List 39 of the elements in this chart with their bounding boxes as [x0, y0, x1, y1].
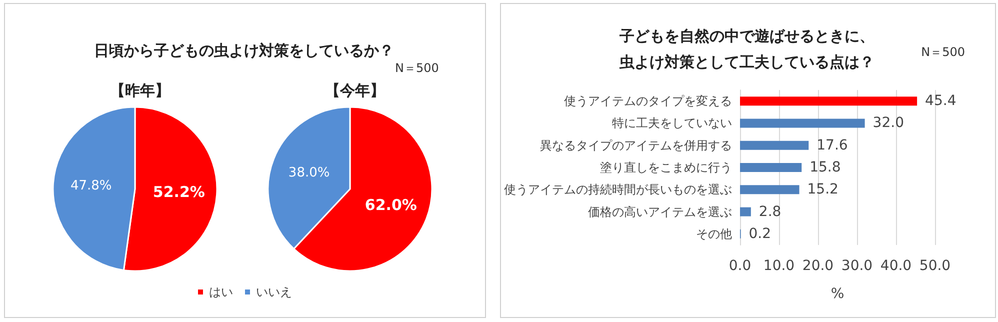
bar — [740, 118, 865, 128]
x-tick-label: 20.0 — [802, 258, 834, 274]
x-tick-label: 0.0 — [728, 258, 752, 274]
data-label: 45.4 — [925, 93, 956, 110]
legend-label: はい — [209, 285, 233, 299]
x-tick-label: 50.0 — [919, 258, 951, 274]
data-label: 38.0% — [288, 165, 330, 180]
data-label: 17.6 — [816, 137, 848, 154]
text: N＝500 — [921, 45, 966, 59]
x-tick-label: 10.0 — [763, 258, 795, 274]
data-label: 15.2 — [807, 182, 838, 198]
y-tick-label: 価格の高いアイテムを選ぶ — [588, 204, 732, 219]
data-label: 15.8 — [810, 160, 841, 176]
chart-title: 日頃から子どもの虫よけ対策をしているか？ — [94, 42, 394, 60]
y-tick-label: その他 — [696, 226, 732, 241]
data-label: 0.2 — [748, 226, 772, 242]
chart-subtitle: 【今年】 — [325, 82, 385, 100]
text: N＝500 — [395, 61, 439, 75]
y-tick-label: 特に工夫をしていない — [612, 116, 732, 130]
data-label: 32.0 — [872, 115, 904, 132]
y-tick-label: 使うアイテムの持続時間が長いものを選ぶ — [504, 182, 732, 197]
data-label: 47.8% — [70, 178, 112, 194]
data-label: 52.2% — [152, 183, 205, 202]
x-axis-title: % — [830, 286, 844, 302]
data-label: 2.8 — [758, 204, 782, 220]
bar — [740, 185, 800, 194]
bar — [740, 207, 751, 216]
bar — [740, 163, 802, 172]
y-tick-label: 異なるタイプのアイテムを併用する — [540, 138, 732, 152]
bar — [740, 96, 918, 106]
bar — [740, 140, 809, 150]
legend-label: いいえ — [256, 285, 292, 299]
chart-subtitle: 【昨年】 — [110, 82, 170, 100]
data-label: 62.0% — [364, 196, 417, 214]
y-tick-label: 使うアイテムのタイプを変える — [564, 94, 732, 108]
y-tick-label: 塗り直しをこまめに行う — [600, 160, 732, 174]
chart-title: 子どもを自然の中で遊ばせるときに、虫よけ対策として工夫している点は？ — [618, 27, 874, 71]
x-tick-label: 40.0 — [880, 258, 912, 274]
x-tick-label: 30.0 — [841, 258, 873, 274]
